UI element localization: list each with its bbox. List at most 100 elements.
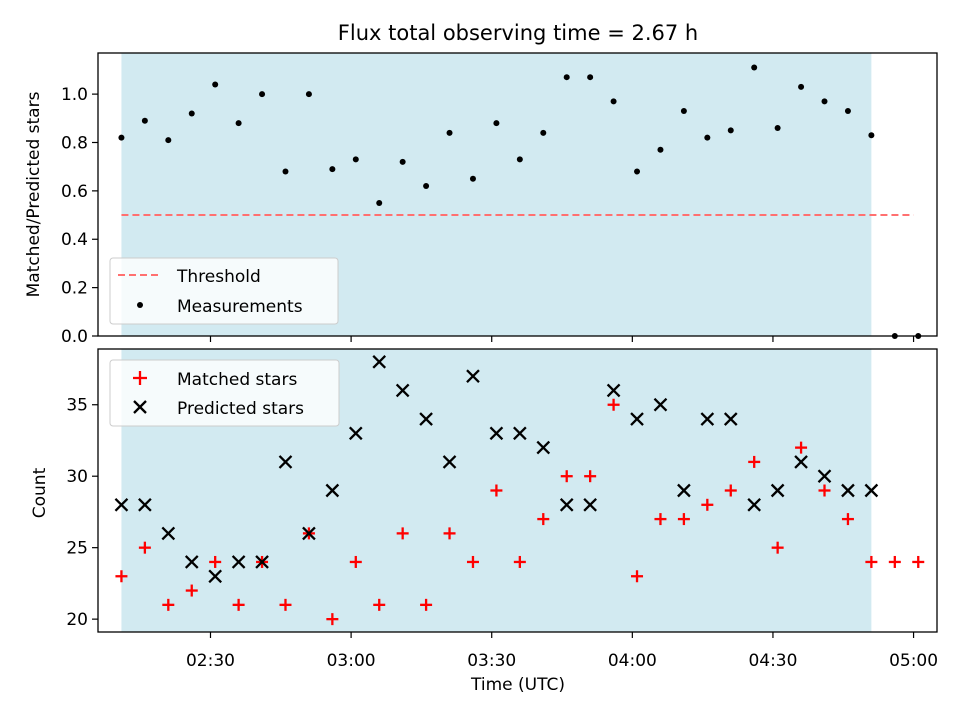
measurement-point [141,117,148,124]
measurement-point [399,158,406,165]
predicted-star-point [325,483,340,498]
predicted-star-point [606,383,621,398]
matched-star-point [631,570,644,583]
measurement-point [727,127,734,134]
matched-star-point [584,470,597,483]
measurement-point [798,83,805,90]
matched-star-point [888,555,901,568]
measurement-point [680,108,687,115]
predicted-star-point [161,526,176,541]
x-axis-label: Time (UTC) [470,675,565,695]
bottom-legend: Matched stars Predicted stars [109,359,340,427]
measurement-point [259,91,266,98]
predicted-star-point [583,497,597,512]
matched-star-point [443,527,456,540]
matched-star-point [912,555,925,568]
matched-star-point [279,598,292,611]
matched-star-point [420,598,433,611]
matched-star-point [607,398,620,411]
predicted-star-point [653,397,668,412]
matched-star-point [115,570,128,583]
predicted-star-point [770,483,785,498]
measurement-point [469,175,476,182]
measurement-point [352,156,359,163]
measurement-point [188,110,195,117]
measurement-point [212,81,219,88]
matched-star-point [748,455,761,468]
matched-star-point [818,484,831,497]
predicted-star-point [559,497,574,512]
predicted-star-point [630,412,644,426]
measurement-point [423,183,430,190]
predicted-star-point [677,483,691,498]
matched-star-point [701,498,714,511]
predicted-star-point [231,555,246,569]
predicted-star-point [841,483,855,498]
measurement-point [587,74,594,81]
predicted-star-point [255,555,269,569]
matched-star-point [795,441,808,454]
y-tick-label: 1.0 [61,85,88,105]
matched-star-point [537,513,550,526]
bottom-y-axis-label: Count [30,467,50,518]
matched-star-point [771,541,784,554]
measurement-point [540,129,547,136]
matched-star-point [138,541,151,554]
legend-matched-label: Matched stars [177,370,297,390]
measurement-point [516,156,523,163]
predicted-star-point [747,497,762,512]
measurement-point [118,134,125,141]
measurement-point [446,129,453,136]
predicted-star-point [302,526,316,541]
y-tick-label: 30 [66,467,88,487]
matched-star-point [232,598,245,611]
top-panel: 0.0 0.2 0.4 0.6 0.8 1.0 Matched/Predicted sta… [24,52,938,347]
measurement-point [844,108,851,115]
legend-measurements-swatch [137,302,143,308]
predicted-star-point [372,355,387,369]
predicted-star-point [419,412,433,426]
bottom-panel: 20 25 30 35 02:30 03:00 03:30 04:00 04:30 05:00 C… [30,348,938,695]
y-tick-label: 0.6 [61,182,88,202]
predicted-star-point [184,555,199,569]
matched-star-point [373,598,386,611]
predicted-star-point [864,483,879,498]
chart-title: Flux total observing time = 2.67 h [338,21,698,45]
matched-star-point [326,613,339,626]
bottom-axes-frame [97,348,938,633]
matched-star-point [396,527,409,540]
predicted-star-point [513,426,527,441]
predicted-star-point [794,455,808,469]
legend-matched-swatch [133,371,147,385]
x-tick-label: 05:00 [889,651,938,671]
measurement-point [868,132,875,139]
predicted-star-point [536,440,551,455]
matched-star-point [209,555,222,568]
y-tick-label: 20 [66,610,88,630]
matched-star-point [490,484,503,497]
measurement-point [235,120,242,127]
measurement-point [751,64,758,71]
legend-predicted-swatch [133,400,147,414]
measurement-point [329,166,336,173]
measurement-point [704,134,711,141]
predicted-star-point [138,497,152,512]
x-tick-label: 02:30 [186,651,235,671]
measurement-point [165,137,172,144]
top-axes-frame [97,52,938,337]
predicted-star-point [817,469,832,484]
predicted-star-point [466,369,480,383]
x-tick-label: 03:30 [467,651,516,671]
matched-star-point [185,584,198,597]
predicted-star-point [442,455,457,469]
top-y-axis-label: Matched/Predicted stars [24,91,44,297]
y-tick-label: 0.2 [61,279,88,299]
x-tick-label: 04:30 [748,651,797,671]
matched-star-point [560,470,573,483]
predicted-star-point [489,426,504,441]
matched-star-point [724,484,737,497]
predicted-star-point [700,412,715,426]
measurement-point [634,168,641,175]
measurement-point [821,98,828,105]
predicted-star-point [114,497,129,512]
